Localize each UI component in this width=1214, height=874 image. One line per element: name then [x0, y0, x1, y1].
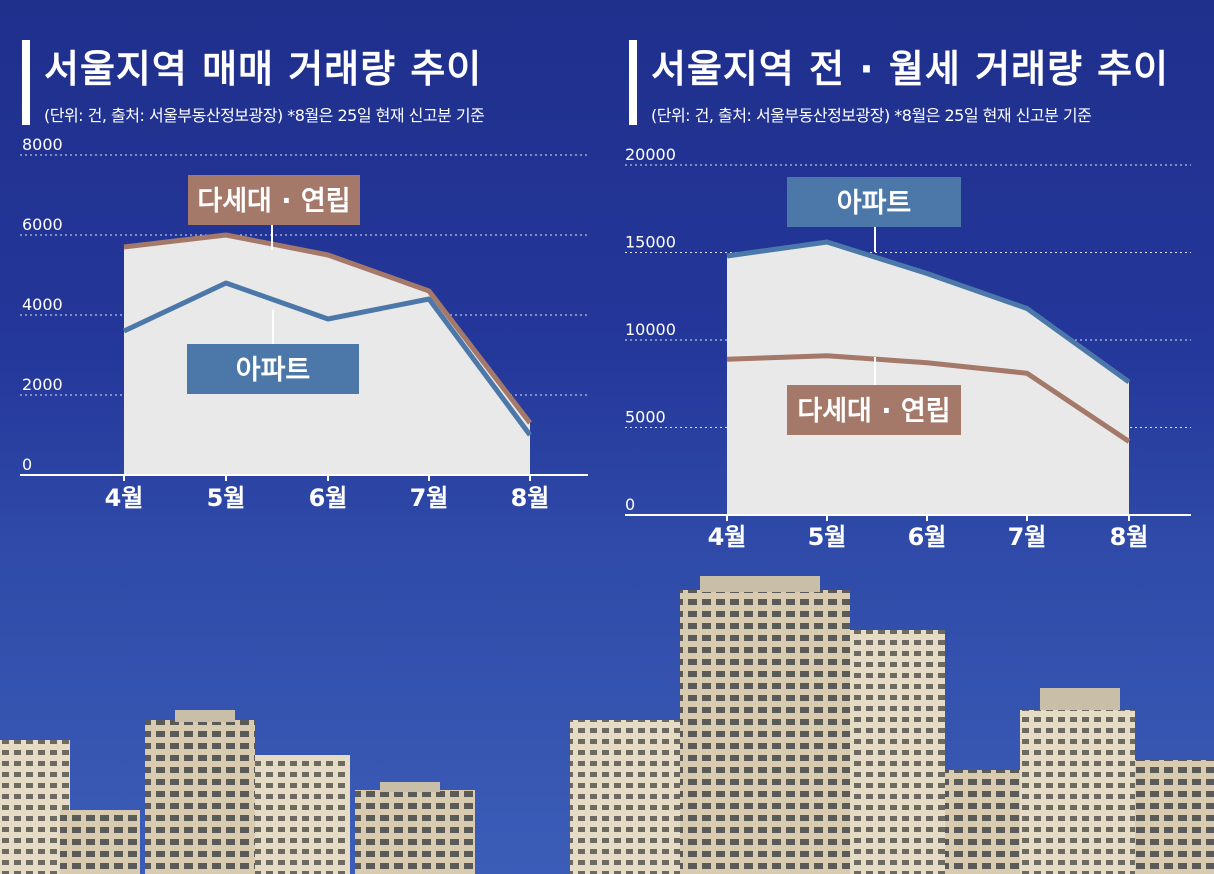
area-fill	[727, 242, 1129, 515]
series-line	[123, 232, 532, 425]
series-label-box	[188, 175, 360, 225]
series-label: 아파트	[236, 355, 311, 386]
x-tick-label: 7월	[410, 484, 449, 512]
series-label-box	[787, 177, 961, 227]
x-tick-label: 4월	[105, 484, 144, 512]
series-label: 다세대 · 연립	[197, 186, 350, 217]
series-label-box	[187, 344, 359, 394]
y-tick-label: 0	[22, 455, 32, 474]
x-tick-label: 6월	[908, 523, 947, 551]
series-label-box	[787, 385, 961, 435]
chart-subtitle: (단위: 건, 출처: 서울부동산정보광장) *8월은 25일 현재 신고분 기…	[651, 106, 1092, 125]
y-tick-label: 4000	[22, 295, 63, 314]
y-tick-label: 0	[625, 495, 635, 514]
x-tick-label: 5월	[808, 523, 847, 551]
x-tick-label: 6월	[309, 484, 348, 512]
chart-subtitle: (단위: 건, 출처: 서울부동산정보광장) *8월은 25일 현재 신고분 기…	[44, 106, 485, 125]
x-tick-label: 8월	[1110, 523, 1149, 551]
series-label: 다세대 · 연립	[797, 396, 950, 427]
y-tick-label: 15000	[625, 233, 676, 252]
chart-title: 서울지역 전 · 월세 거래량 추이	[651, 47, 1170, 91]
y-tick-label: 2000	[22, 375, 63, 394]
y-tick-label: 20000	[625, 145, 676, 164]
left-chart-panel: 서울지역 매매 거래량 추이 (단위: 건, 출처: 서울부동산정보광장) *8…	[0, 0, 600, 520]
y-tick-label: 6000	[22, 215, 63, 234]
series-line	[122, 280, 533, 437]
x-tick-label: 8월	[511, 484, 550, 512]
apartment-skyline-image	[0, 576, 1214, 874]
x-tick-label: 5월	[207, 484, 246, 512]
y-tick-label: 10000	[625, 320, 676, 339]
right-chart-panel: 서울지역 전 · 월세 거래량 추이 (단위: 건, 출처: 서울부동산정보광장…	[607, 0, 1214, 560]
title-accent-bar	[22, 40, 30, 125]
series-line	[726, 353, 1131, 444]
y-tick-label: 8000	[22, 135, 63, 154]
title-accent-bar	[629, 40, 637, 125]
series-label: 아파트	[837, 188, 912, 219]
x-tick-label: 4월	[708, 523, 747, 551]
series-line	[726, 239, 1131, 385]
chart-title: 서울지역 매매 거래량 추이	[44, 47, 483, 91]
x-tick-label: 7월	[1008, 523, 1047, 551]
y-tick-label: 5000	[625, 408, 666, 427]
